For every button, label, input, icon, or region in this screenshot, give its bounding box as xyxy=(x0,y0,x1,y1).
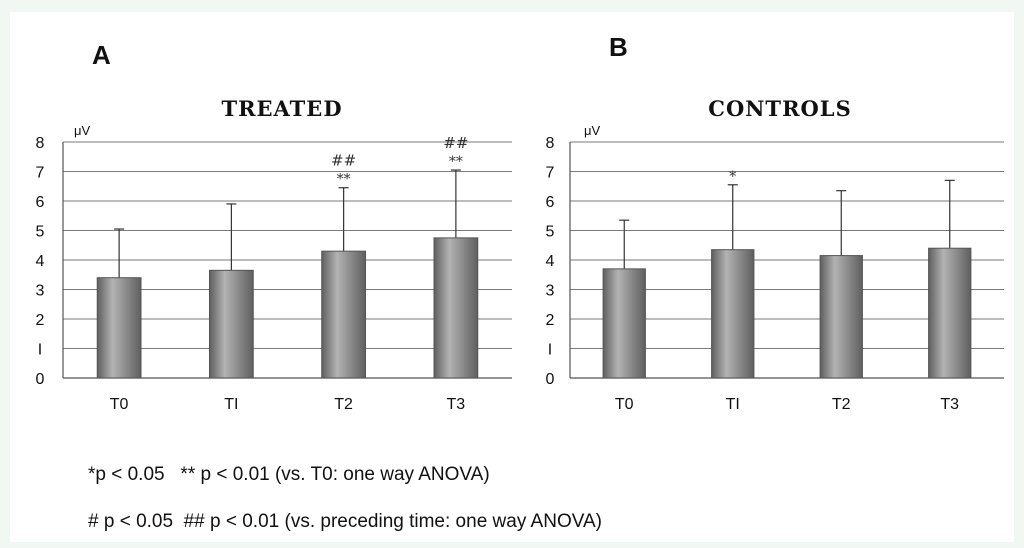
significance-mark-treated: ## xyxy=(331,152,356,170)
y-tick-label-controls: 5 xyxy=(546,224,555,241)
significance-mark-treated: ## xyxy=(443,134,468,152)
bar-treated xyxy=(208,269,254,379)
y-tick-label-controls: 2 xyxy=(546,312,555,329)
y-tick-label-controls: I xyxy=(548,342,552,359)
bar-controls xyxy=(602,268,646,379)
y-tick-label-treated: 0 xyxy=(36,371,45,388)
x-tick-label-treated: T3 xyxy=(447,396,466,413)
bar-treated xyxy=(96,277,142,379)
x-tick-label-controls: T0 xyxy=(615,396,634,413)
y-tick-label-controls: 8 xyxy=(546,135,555,152)
x-tick-label-treated: T2 xyxy=(334,396,353,413)
y-tick-label-controls: 3 xyxy=(546,283,555,300)
bar-controls xyxy=(819,255,863,379)
x-tick-label-controls: T3 xyxy=(940,396,959,413)
bar-treated xyxy=(321,250,367,379)
x-tick-label-controls: T2 xyxy=(832,396,851,413)
y-tick-label-controls: 7 xyxy=(546,165,555,182)
y-tick-label-treated: 8 xyxy=(36,135,45,152)
y-unit-label-controls: μV xyxy=(584,123,600,138)
y-tick-label-treated: 6 xyxy=(36,194,45,211)
significance-mark-treated: ** xyxy=(337,172,351,188)
y-tick-label-treated: 5 xyxy=(36,224,45,241)
panel-letter-b: B xyxy=(609,32,628,62)
x-tick-label-controls: TI xyxy=(726,396,740,413)
footnote-significance-t0: *p < 0.05 ** p < 0.01 (vs. T0: one way A… xyxy=(88,464,490,485)
bar-treated xyxy=(433,237,479,379)
x-tick-label-treated: T0 xyxy=(110,396,129,413)
x-tick-label-treated: TI xyxy=(224,396,238,413)
y-tick-label-treated: 3 xyxy=(36,283,45,300)
y-unit-label-treated: μV xyxy=(74,123,90,138)
footnote-significance-preceding: # p < 0.05 ## p < 0.01 (vs. preceding ti… xyxy=(88,511,602,532)
chart-title-controls: CONTROLS xyxy=(708,96,852,121)
y-tick-label-controls: 4 xyxy=(546,253,555,270)
significance-mark-controls: * xyxy=(729,169,736,185)
significance-mark-treated: ** xyxy=(449,154,463,170)
y-tick-label-treated: 7 xyxy=(36,165,45,182)
bar-controls xyxy=(711,249,755,379)
y-tick-label-controls: 6 xyxy=(546,194,555,211)
y-tick-label-treated: 4 xyxy=(36,253,45,270)
chart-title-treated: TREATED xyxy=(221,96,342,121)
y-tick-label-treated: I xyxy=(38,342,42,359)
bar-controls xyxy=(928,247,972,379)
y-tick-label-treated: 2 xyxy=(36,312,45,329)
y-tick-label-controls: 0 xyxy=(546,371,555,388)
panel-letter-a: A xyxy=(92,40,111,70)
